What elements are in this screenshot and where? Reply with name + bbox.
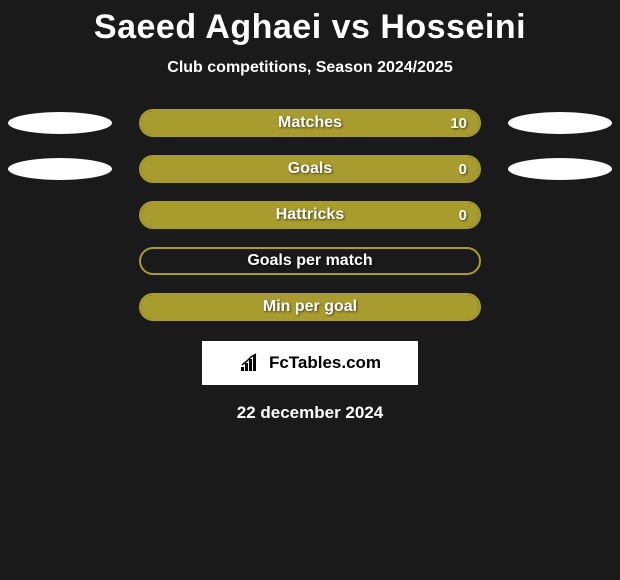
stat-value: 10	[450, 115, 467, 132]
ellipse-right	[508, 158, 612, 180]
stat-row: Matches 10	[0, 109, 620, 137]
stat-label: Hattricks	[276, 206, 344, 224]
stat-value: 0	[459, 207, 467, 224]
stat-bar: Matches 10	[139, 109, 481, 137]
stat-bar: Goals 0	[139, 155, 481, 183]
stat-label: Goals per match	[247, 252, 372, 270]
stats-area: Matches 10 Goals 0 Hattricks 0 Goals per match…	[0, 109, 620, 321]
logo-text: FcTables.com	[269, 353, 381, 373]
chart-icon	[239, 353, 263, 373]
ellipse-right	[508, 112, 612, 134]
date-text: 22 december 2024	[237, 403, 384, 423]
subtitle: Club competitions, Season 2024/2025	[167, 59, 452, 77]
stat-row: Goals per match	[0, 247, 620, 275]
stat-label: Goals	[288, 160, 332, 178]
ellipse-left	[8, 112, 112, 134]
stat-row: Min per goal	[0, 293, 620, 321]
stat-bar: Min per goal	[139, 293, 481, 321]
stat-bar: Goals per match	[139, 247, 481, 275]
stat-value: 0	[459, 161, 467, 178]
stat-label: Matches	[278, 114, 342, 132]
stat-bar: Hattricks 0	[139, 201, 481, 229]
page-title: Saeed Aghaei vs Hosseini	[94, 8, 526, 47]
ellipse-left	[8, 158, 112, 180]
logo-box: FcTables.com	[202, 341, 418, 385]
stat-row: Hattricks 0	[0, 201, 620, 229]
stat-row: Goals 0	[0, 155, 620, 183]
stat-label: Min per goal	[263, 298, 357, 316]
